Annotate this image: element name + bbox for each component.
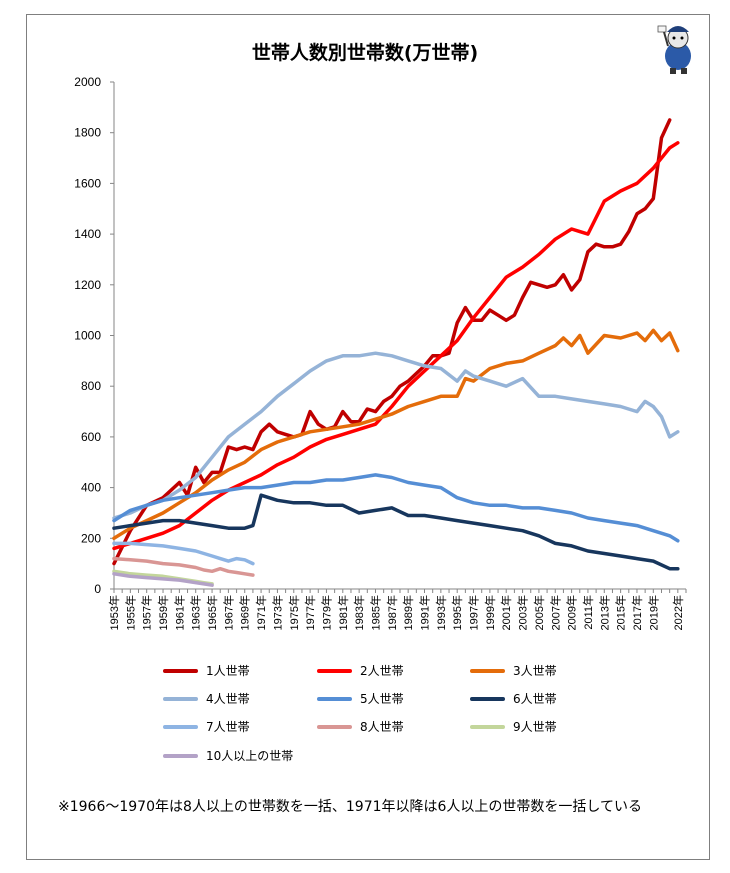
x-tick-label: 2007年 xyxy=(548,595,562,630)
x-tick-label: 1979年 xyxy=(319,595,333,630)
series-line xyxy=(112,556,255,577)
y-tick-label: 2000 xyxy=(74,75,101,89)
x-tick-label: 1993年 xyxy=(434,595,448,630)
series-line xyxy=(112,141,680,551)
x-tick-label: 2001年 xyxy=(499,595,513,630)
series-line xyxy=(112,473,680,543)
x-tick-label: 1983年 xyxy=(352,595,366,630)
x-tick-label: 1973年 xyxy=(270,595,284,630)
x-tick-label: 1987年 xyxy=(385,595,399,630)
x-tick-label: 1981年 xyxy=(336,595,350,630)
series-line xyxy=(112,118,672,566)
y-tick-label: 1800 xyxy=(74,126,101,140)
x-tick-label: 2013年 xyxy=(597,595,611,630)
x-tick-label: 1989年 xyxy=(401,595,415,630)
x-tick-label: 1995年 xyxy=(450,595,464,630)
x-tick-label: 1991年 xyxy=(418,595,432,630)
y-tick-label: 400 xyxy=(81,481,101,495)
x-tick-label: 2011年 xyxy=(581,595,595,630)
x-tick-label: 1997年 xyxy=(467,595,481,630)
x-tick-label: 2009年 xyxy=(565,595,579,630)
x-tick-label: 1965年 xyxy=(205,595,219,630)
x-tick-label: 1957年 xyxy=(140,595,154,630)
series-lines xyxy=(112,118,680,587)
x-tick-label: 1999年 xyxy=(483,595,497,630)
chart-frame xyxy=(26,14,710,860)
x-tick-label: 1977年 xyxy=(303,595,317,630)
y-tick-labels: 0 200 400 600 800 1000 1200 1400 1600 1800 2000 xyxy=(74,75,101,596)
mascot-icon xyxy=(657,25,691,74)
x-tick-label: 2015年 xyxy=(614,595,628,630)
series-line xyxy=(112,351,680,520)
chart-title: 世帯人数別世帯数(万世帯) xyxy=(251,42,479,64)
x-tick-labels: 1953年 1955年 1957年 1959年 1961年 1963年 1965年 1967年… xyxy=(107,595,685,630)
y-tick-label: 200 xyxy=(81,531,101,545)
x-tick-label: 2017年 xyxy=(630,595,644,630)
x-tick-label: 1955年 xyxy=(123,595,137,630)
y-tick-label: 1000 xyxy=(74,329,101,343)
y-tick-label: 800 xyxy=(81,379,101,393)
x-tick-label: 1967年 xyxy=(221,595,235,630)
y-tick-label: 0 xyxy=(94,582,101,596)
x-tick-label: 1959年 xyxy=(156,595,170,630)
x-tick-label: 2005年 xyxy=(532,595,546,630)
x-tick-label: 2022年 xyxy=(671,595,685,630)
axes xyxy=(110,81,687,593)
series-line xyxy=(112,493,680,571)
x-tick-label: 1953年 xyxy=(107,595,121,630)
series-line xyxy=(112,541,255,566)
x-tick-label: 1971年 xyxy=(254,595,268,630)
x-tick-label: 2019年 xyxy=(646,595,660,630)
y-tick-label: 1400 xyxy=(74,227,101,241)
series-line xyxy=(112,328,680,541)
x-tick-label: 2003年 xyxy=(516,595,530,630)
y-tick-label: 1200 xyxy=(74,278,101,292)
footnote: ※1966〜1970年は8人以上の世帯数を一括、1971年以降は6人以上の世帯数… xyxy=(58,799,643,815)
x-tick-label: 1985年 xyxy=(368,595,382,630)
x-tick-label: 1975年 xyxy=(287,595,301,630)
y-tick-label: 1600 xyxy=(74,176,101,190)
x-tick-label: 1969年 xyxy=(238,595,252,630)
series-line xyxy=(112,572,214,587)
y-tick-label: 600 xyxy=(81,430,101,444)
x-tick-label: 1961年 xyxy=(172,595,186,630)
x-tick-label: 1963年 xyxy=(189,595,203,630)
